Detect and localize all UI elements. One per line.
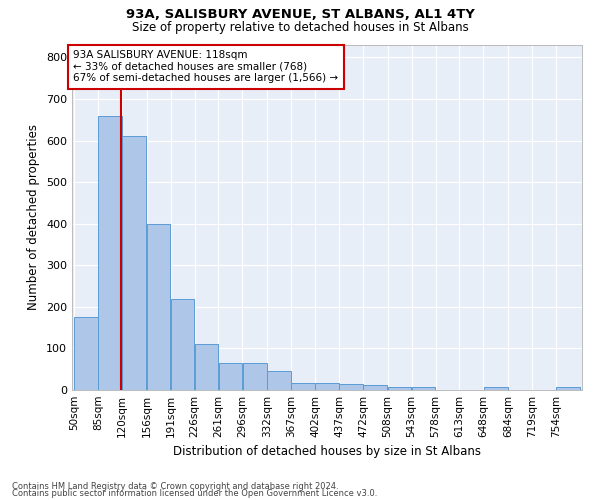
X-axis label: Distribution of detached houses by size in St Albans: Distribution of detached houses by size …	[173, 446, 481, 458]
Text: 93A SALISBURY AVENUE: 118sqm
← 33% of detached houses are smaller (768)
67% of s: 93A SALISBURY AVENUE: 118sqm ← 33% of de…	[73, 50, 338, 84]
Bar	[147, 224, 170, 390]
Bar	[315, 382, 339, 390]
Bar	[242, 363, 267, 390]
Bar	[122, 136, 146, 390]
Bar	[195, 344, 218, 390]
Text: Size of property relative to detached houses in St Albans: Size of property relative to detached ho…	[131, 21, 469, 34]
Bar	[218, 363, 242, 390]
Bar	[363, 384, 388, 390]
Bar	[291, 382, 315, 390]
Bar	[267, 372, 291, 390]
Bar	[484, 386, 508, 390]
Bar	[388, 387, 412, 390]
Text: 93A, SALISBURY AVENUE, ST ALBANS, AL1 4TY: 93A, SALISBURY AVENUE, ST ALBANS, AL1 4T…	[125, 8, 475, 20]
Bar	[556, 386, 580, 390]
Bar	[74, 318, 98, 390]
Bar	[98, 116, 122, 390]
Bar	[171, 300, 194, 390]
Bar	[412, 386, 436, 390]
Text: Contains HM Land Registry data © Crown copyright and database right 2024.: Contains HM Land Registry data © Crown c…	[12, 482, 338, 491]
Text: Contains public sector information licensed under the Open Government Licence v3: Contains public sector information licen…	[12, 490, 377, 498]
Y-axis label: Number of detached properties: Number of detached properties	[28, 124, 40, 310]
Bar	[339, 384, 363, 390]
